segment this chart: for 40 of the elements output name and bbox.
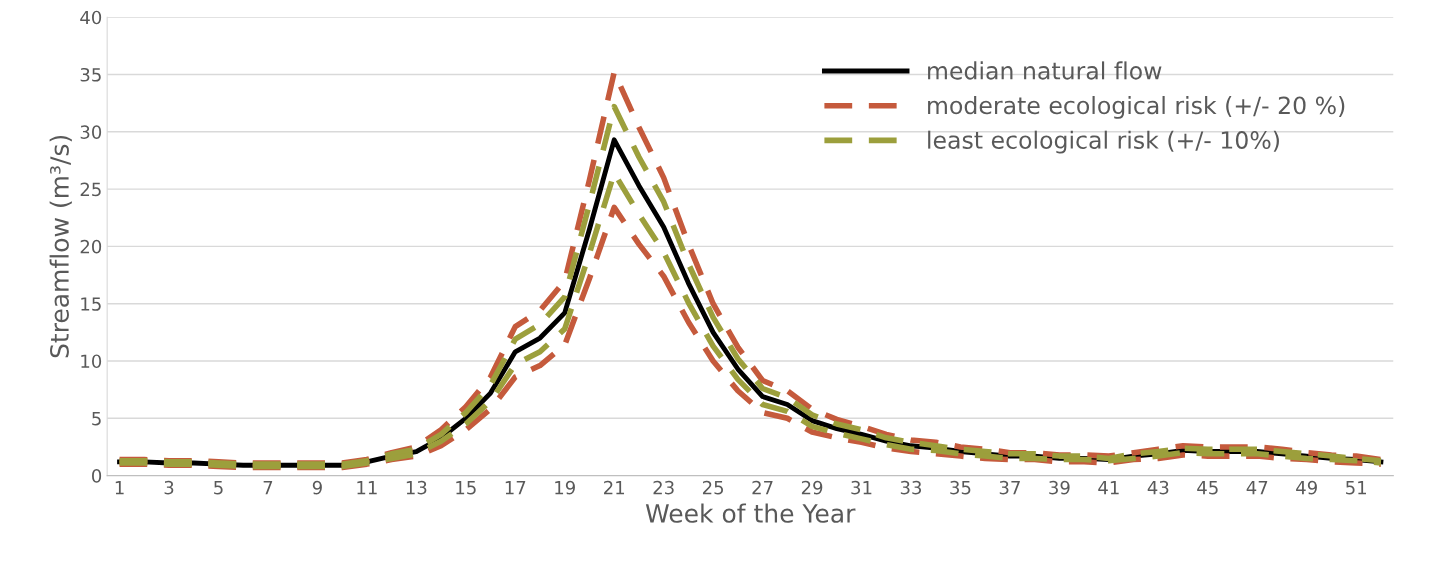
y-tick-label: 15 bbox=[81, 297, 101, 311]
x-tick-label: 23 bbox=[653, 480, 674, 495]
x-tick-label: 7 bbox=[263, 481, 273, 495]
x-tick-label: 15 bbox=[456, 481, 476, 495]
x-tick-label: 9 bbox=[312, 480, 322, 495]
y-tick-label: 40 bbox=[80, 10, 102, 25]
y-tick-label: 10 bbox=[81, 354, 102, 369]
x-tick-label: 37 bbox=[999, 480, 1020, 495]
y-tick-label: 25 bbox=[80, 182, 101, 197]
x-tick-label: 25 bbox=[702, 480, 724, 495]
x-tick-label: 11 bbox=[357, 481, 377, 495]
x-tick-label: 31 bbox=[851, 480, 872, 495]
y-tick-label: 20 bbox=[80, 239, 102, 254]
x-tick-label: 49 bbox=[1296, 480, 1317, 495]
x-tick-label: 3 bbox=[164, 480, 174, 495]
x-tick-label: 45 bbox=[1197, 481, 1218, 495]
y-tick-label: 0 bbox=[92, 469, 102, 483]
x-tick-label: 33 bbox=[900, 480, 922, 495]
legend-label: median natural flow bbox=[928, 61, 1162, 80]
x-tick-label: 39 bbox=[1049, 480, 1070, 495]
x-tick-label: 13 bbox=[406, 480, 427, 495]
x-tick-label: 41 bbox=[1098, 481, 1119, 495]
x-tick-label: 35 bbox=[950, 480, 971, 495]
x-tick-label: 43 bbox=[1147, 480, 1169, 495]
x-tick-label: 17 bbox=[505, 481, 526, 495]
x-tick-label: 21 bbox=[604, 480, 625, 495]
y-axis-title: Streamflow (m³/s) bbox=[49, 135, 72, 358]
legend-label: moderate ecological risk (+/- 20 %) bbox=[928, 96, 1345, 119]
x-tick-label: 1 bbox=[115, 481, 124, 495]
x-tick-label: 19 bbox=[555, 480, 575, 495]
x-axis-title: Week of the Year bbox=[645, 503, 856, 523]
x-tick-label: 47 bbox=[1246, 481, 1268, 495]
x-tick-label: 29 bbox=[801, 480, 823, 495]
y-tick-label: 35 bbox=[80, 67, 101, 82]
legend-label: least ecological risk (+/- 10%) bbox=[928, 130, 1279, 154]
x-tick-label: 27 bbox=[752, 480, 773, 495]
y-tick-label: 5 bbox=[92, 411, 101, 426]
y-tick-label: 30 bbox=[80, 125, 102, 139]
x-tick-label: 51 bbox=[1346, 481, 1366, 495]
x-tick-label: 5 bbox=[214, 481, 223, 495]
